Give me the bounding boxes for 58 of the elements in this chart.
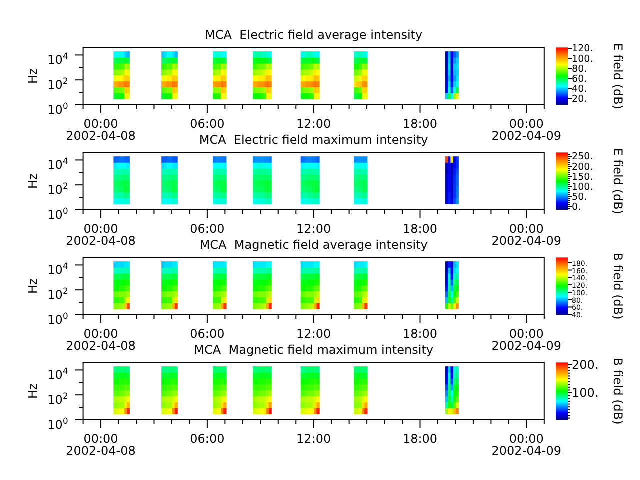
x-tick-label: 06:00 [190, 327, 225, 341]
y-tick-label: 10$^{4}$ [48, 51, 68, 68]
x-tick-label: 18:00 [402, 432, 438, 446]
color-bar-label: 200. [572, 358, 599, 372]
x-tick-label: 18:00 [402, 222, 438, 236]
y-tick-label: 10$^{0}$ [48, 311, 68, 327]
chart-title: MCA Magnetic field average intensity [200, 238, 428, 252]
x-tick-label: 12:00 [296, 432, 332, 446]
x-tick-label: 12:00 [296, 222, 332, 236]
color-bar-title: E field (dB) [611, 43, 625, 110]
x-tick-label: 12:00 [296, 327, 332, 341]
chart-title: MCA Magnetic field maximum intensity [194, 343, 434, 358]
color-bar-title: B field (dB) [611, 358, 625, 425]
color-bar-label: 250. [572, 151, 594, 162]
x-tick-label: 00:00 2002-04-09 [492, 117, 562, 143]
color-bar-label: 120. [572, 43, 594, 54]
color-bar-label: 100. [572, 181, 594, 192]
x-tick-label: 00:00 2002-04-08 [66, 222, 136, 248]
y-tick-label: 10$^{0}$ [48, 101, 68, 117]
y-tick-label: 10$^{0}$ [48, 416, 68, 432]
x-tick-label: 06:00 [190, 432, 225, 446]
color-bar-label: 60. [572, 73, 588, 84]
x-tick-label: 00:00 2002-04-08 [66, 432, 136, 458]
x-tick-label: 18:00 [402, 117, 438, 131]
color-bar-label: 100. [572, 53, 594, 64]
y-tick-label: 10$^{2}$ [48, 76, 68, 92]
chart-title: MCA Electric field maximum intensity [199, 133, 428, 148]
y-tick-label: 10$^{2}$ [48, 286, 68, 302]
y-tick-label: 10$^{2}$ [48, 181, 68, 198]
y-axis-title: Hz [26, 68, 40, 84]
color-bar-label: 0. [572, 201, 582, 212]
x-tick-label: 12:00 [296, 117, 332, 131]
color-bar-label: 80. [572, 63, 588, 74]
y-tick-label: 10$^{4}$ [48, 261, 68, 278]
y-axis-title: Hz [26, 384, 40, 400]
color-bar-label: 40. [572, 83, 588, 94]
y-tick-label: 10$^{2}$ [48, 391, 68, 408]
color-bar-label: 50. [572, 191, 588, 202]
x-tick-label: 06:00 [190, 117, 225, 131]
y-axis-title: Hz [26, 174, 40, 190]
x-tick-label: 00:00 2002-04-09 [492, 327, 562, 353]
y-axis-title: Hz [26, 278, 40, 294]
x-tick-label: 00:00 2002-04-08 [66, 327, 136, 353]
chart-title: MCA Electric field average intensity [205, 28, 423, 42]
x-tick-label: 06:00 [190, 222, 225, 236]
x-tick-label: 00:00 2002-04-09 [492, 222, 562, 248]
color-bar-label: 20. [572, 93, 588, 104]
color-bar-label: 200. [572, 161, 594, 172]
color-bar-label: 150. [572, 171, 594, 182]
y-tick-label: 10$^{4}$ [48, 366, 68, 382]
color-bar-title: E field (dB) [611, 148, 625, 215]
x-tick-label: 18:00 [402, 327, 438, 341]
y-tick-label: 10$^{0}$ [48, 206, 68, 222]
color-bar-title: B field (dB) [611, 252, 625, 320]
x-tick-label: 00:00 2002-04-08 [66, 117, 136, 143]
x-tick-label: 00:00 2002-04-09 [492, 432, 562, 458]
color-bar-label: 100. [572, 386, 599, 400]
y-tick-label: 10$^{4}$ [48, 156, 68, 172]
